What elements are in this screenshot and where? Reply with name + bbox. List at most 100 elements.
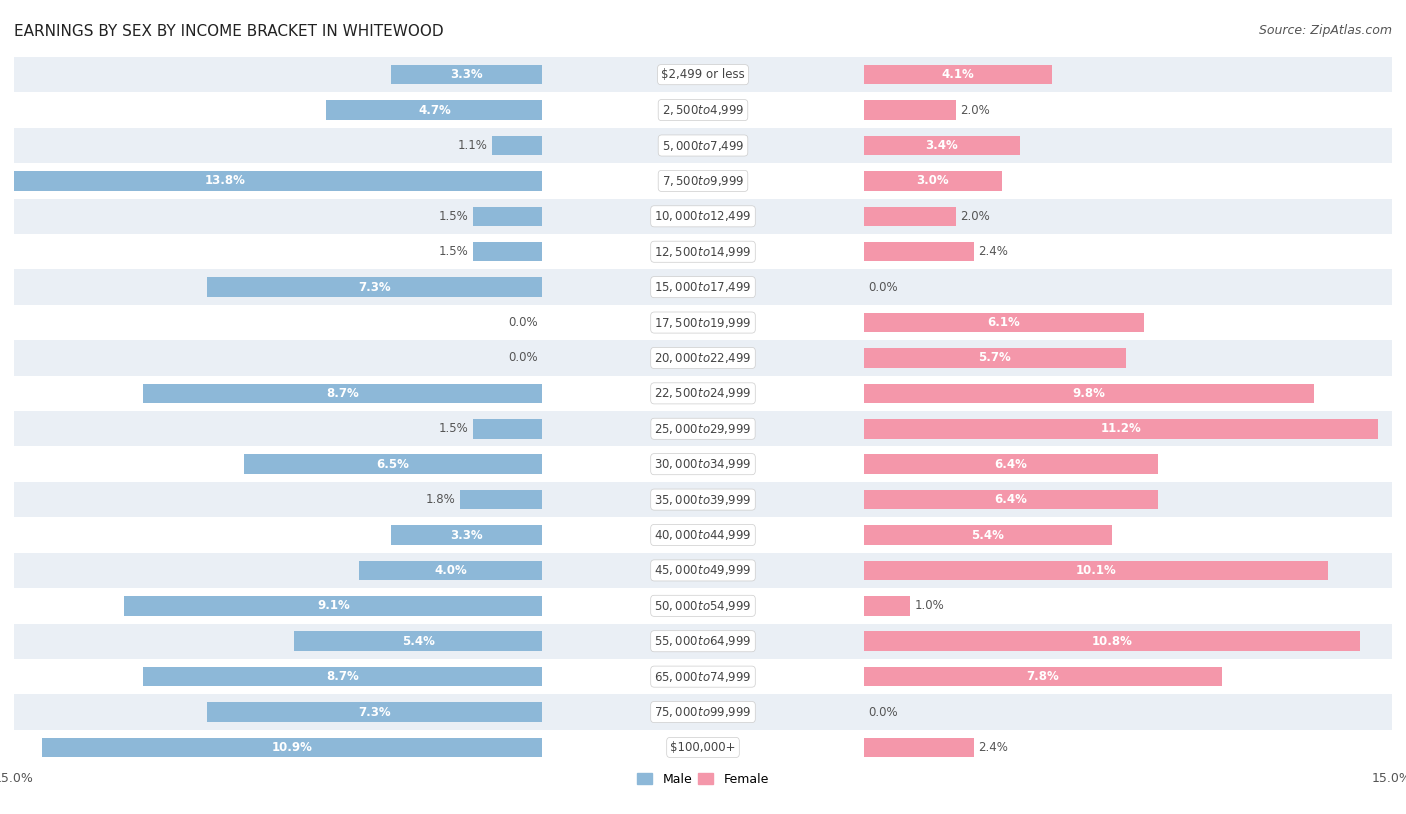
Text: 0.0%: 0.0% [508,352,537,365]
Bar [14,694,1392,730]
Bar [14,340,1392,375]
Text: 13.8%: 13.8% [205,174,246,187]
Bar [14,518,1392,553]
Bar [14,482,1392,518]
Text: 5.7%: 5.7% [979,352,1011,365]
Text: $17,500 to $19,999: $17,500 to $19,999 [654,316,752,330]
Text: $45,000 to $49,999: $45,000 to $49,999 [654,563,752,577]
Bar [14,304,1392,340]
Text: 1.5%: 1.5% [439,245,468,258]
Bar [863,171,1001,190]
Bar [863,242,974,261]
Bar [14,92,1392,128]
Text: $5,000 to $7,499: $5,000 to $7,499 [662,138,744,152]
Text: 1.8%: 1.8% [425,493,456,506]
Bar [359,561,543,580]
Bar [863,383,1313,403]
Text: 11.2%: 11.2% [1101,422,1142,435]
Bar [863,667,1222,686]
Text: 0.0%: 0.0% [869,281,898,294]
Text: 6.4%: 6.4% [994,493,1028,506]
Bar [863,632,1360,651]
Text: $65,000 to $74,999: $65,000 to $74,999 [654,670,752,684]
Text: 7.8%: 7.8% [1026,670,1059,683]
Bar [863,419,1378,439]
Text: $2,499 or less: $2,499 or less [661,68,745,81]
Text: 10.9%: 10.9% [271,741,312,754]
Text: $15,000 to $17,499: $15,000 to $17,499 [654,280,752,294]
Bar [863,490,1157,510]
Bar [863,313,1144,332]
Text: 0.0%: 0.0% [869,706,898,719]
Bar [14,446,1392,482]
Text: 0.0%: 0.0% [508,316,537,329]
Text: $12,500 to $14,999: $12,500 to $14,999 [654,245,752,259]
Text: 4.7%: 4.7% [418,103,451,116]
Bar [142,383,543,403]
Bar [14,659,1392,694]
Bar [863,596,910,615]
Text: $2,500 to $4,999: $2,500 to $4,999 [662,103,744,117]
Bar [14,269,1392,304]
Text: $7,500 to $9,999: $7,500 to $9,999 [662,174,744,188]
Text: 3.4%: 3.4% [925,139,959,152]
Bar [207,278,543,297]
Text: $50,000 to $54,999: $50,000 to $54,999 [654,599,752,613]
Text: 3.3%: 3.3% [450,68,482,81]
Text: 4.1%: 4.1% [942,68,974,81]
Text: 2.0%: 2.0% [960,210,990,223]
Bar [863,561,1327,580]
Bar [863,737,974,757]
Bar [42,737,543,757]
Text: 6.4%: 6.4% [994,457,1028,470]
Text: $100,000+: $100,000+ [671,741,735,754]
Bar [14,375,1392,411]
Bar [391,65,543,85]
Bar [243,454,543,474]
Bar [0,171,543,190]
Bar [474,207,543,226]
Text: $35,000 to $39,999: $35,000 to $39,999 [654,492,752,506]
Text: $10,000 to $12,499: $10,000 to $12,499 [654,209,752,223]
Text: 3.0%: 3.0% [917,174,949,187]
Bar [863,207,956,226]
Text: 1.5%: 1.5% [439,422,468,435]
Text: $75,000 to $99,999: $75,000 to $99,999 [654,705,752,719]
Bar [863,100,956,120]
Bar [142,667,543,686]
Text: $55,000 to $64,999: $55,000 to $64,999 [654,634,752,648]
Bar [391,525,543,545]
Text: 7.3%: 7.3% [359,281,391,294]
Bar [14,57,1392,92]
Text: 9.1%: 9.1% [316,599,350,612]
Text: $20,000 to $22,499: $20,000 to $22,499 [654,351,752,365]
Text: 7.3%: 7.3% [359,706,391,719]
Bar [474,242,543,261]
Bar [207,702,543,722]
Bar [492,136,543,155]
Bar [863,65,1052,85]
Bar [294,632,543,651]
Text: 10.8%: 10.8% [1091,635,1132,648]
Bar [124,596,543,615]
Bar [14,128,1392,163]
Text: 1.1%: 1.1% [457,139,486,152]
Text: 6.5%: 6.5% [377,457,409,470]
Text: 8.7%: 8.7% [326,387,359,400]
Bar [14,163,1392,199]
Bar [474,419,543,439]
Bar [14,730,1392,765]
Bar [863,136,1019,155]
Bar [14,234,1392,269]
Text: 4.0%: 4.0% [434,564,467,577]
Text: 5.4%: 5.4% [972,528,1004,541]
Text: 2.4%: 2.4% [979,741,1008,754]
Text: 2.4%: 2.4% [979,245,1008,258]
Text: 6.1%: 6.1% [987,316,1021,329]
Text: $25,000 to $29,999: $25,000 to $29,999 [654,422,752,435]
Text: 1.0%: 1.0% [914,599,943,612]
Bar [863,348,1126,368]
Bar [326,100,543,120]
Text: 2.0%: 2.0% [960,103,990,116]
Legend: Male, Female: Male, Female [633,768,773,790]
